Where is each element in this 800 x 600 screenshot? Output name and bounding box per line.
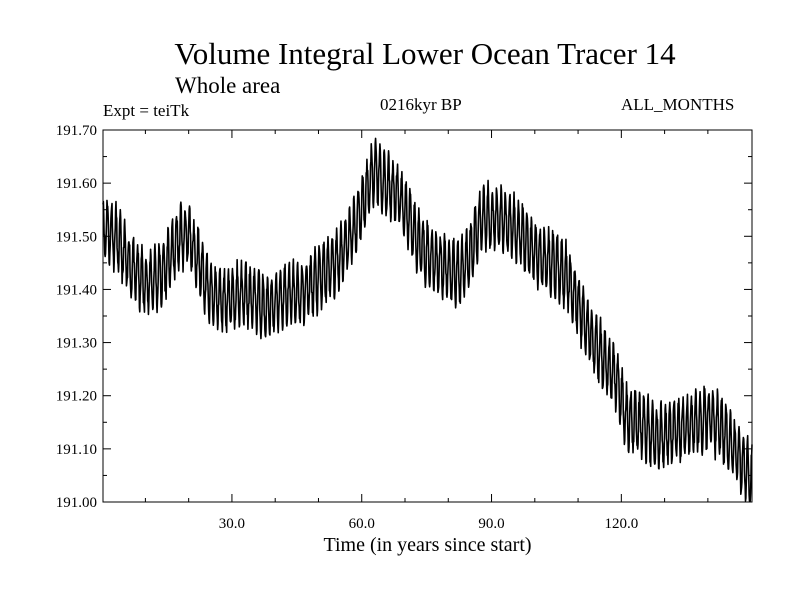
y-tick-label: 191.20 bbox=[56, 389, 97, 405]
x-tick-label: 90.0 bbox=[478, 516, 504, 532]
x-axis-label: Time (in years since start) bbox=[323, 534, 532, 556]
y-tick-label: 191.30 bbox=[56, 336, 97, 352]
y-tick-label: 191.50 bbox=[56, 229, 97, 245]
months-label: ALL_MONTHS bbox=[621, 95, 735, 114]
y-tick-label: 191.00 bbox=[56, 495, 97, 511]
y-tick-label: 191.60 bbox=[56, 176, 97, 192]
plot-frame bbox=[102, 129, 753, 503]
y-tick-label: 191.40 bbox=[56, 282, 97, 298]
x-tick-label: 120.0 bbox=[604, 516, 638, 532]
experiment-label: Expt = teiTk bbox=[103, 101, 190, 120]
series-line-tracer-14 bbox=[102, 137, 753, 502]
y-tick-label: 191.70 bbox=[56, 123, 97, 139]
x-tick-label: 30.0 bbox=[219, 516, 245, 532]
chart-title: Volume Integral Lower Ocean Tracer 14 bbox=[174, 36, 676, 71]
period-label: 0216kyr BP bbox=[380, 95, 462, 114]
chart-subtitle: Whole area bbox=[175, 73, 281, 98]
y-tick-label: 191.10 bbox=[56, 442, 97, 458]
x-tick-label: 60.0 bbox=[349, 516, 375, 532]
